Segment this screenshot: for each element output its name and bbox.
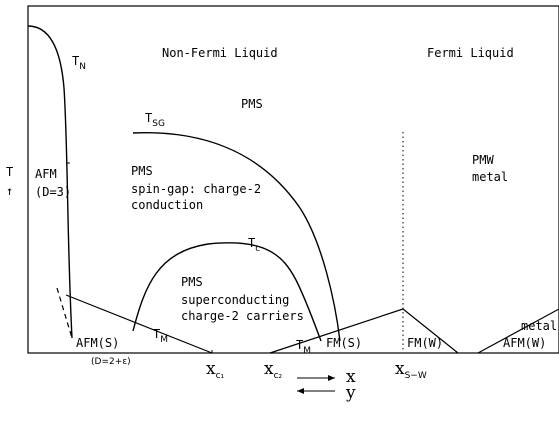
pmw-metal-label: metal — [472, 170, 508, 184]
afm-label: AFM — [35, 167, 57, 181]
tsg-label: TSG — [145, 111, 165, 129]
afm-w-line — [477, 308, 559, 354]
afm-w-label: AFM(W) — [503, 336, 546, 350]
afm-s-label: AFM(S) — [76, 336, 119, 350]
pmw-label: PMW — [472, 153, 494, 167]
afm-dim-label: (D=3) — [35, 185, 71, 199]
t-axis-arrow: ↑ — [6, 184, 13, 198]
spin-gap-line2: conduction — [131, 198, 203, 212]
plot-frame — [27, 5, 559, 354]
metal-right-label: metal — [521, 319, 557, 333]
sc-line1: superconducting — [181, 293, 289, 307]
pms-top-label: PMS — [241, 97, 263, 111]
xsw-label: xS−W — [395, 359, 427, 381]
t-axis-label: T — [6, 165, 13, 179]
spin-gap-curve — [132, 132, 341, 342]
tm-left-line — [65, 294, 213, 354]
neel-curve — [27, 25, 73, 339]
pms-sc-label: PMS — [181, 275, 203, 289]
xc1-label: xc₁ — [206, 359, 225, 381]
sc-line2: charge-2 carriers — [181, 309, 304, 323]
tm-right-label: TM — [296, 338, 311, 356]
fm-w-line — [402, 308, 459, 354]
tn-label: TN — [72, 54, 86, 72]
afm-s-dim-label: (D=2+ε) — [91, 357, 131, 367]
fm-w-label: FM(W) — [407, 336, 443, 350]
pms-spin-gap-label: PMS — [131, 164, 153, 178]
y-label: y — [345, 383, 356, 403]
y-arrow-head — [297, 388, 304, 394]
spin-gap-line1: spin-gap: charge-2 — [131, 182, 261, 196]
tm-left-label: TM — [153, 327, 168, 345]
sc-dome-curve — [132, 242, 322, 342]
non-fermi-liquid-label: Non-Fermi Liquid — [162, 46, 278, 60]
tm-right-line — [269, 308, 404, 354]
x-arrow-head — [328, 375, 335, 381]
fermi-liquid-label: Fermi Liquid — [427, 46, 514, 60]
xc2-label: xc₂ — [264, 359, 283, 381]
fm-s-label: FM(S) — [326, 336, 362, 350]
x-label: x — [346, 367, 356, 387]
tc-label: Tc — [248, 236, 260, 254]
